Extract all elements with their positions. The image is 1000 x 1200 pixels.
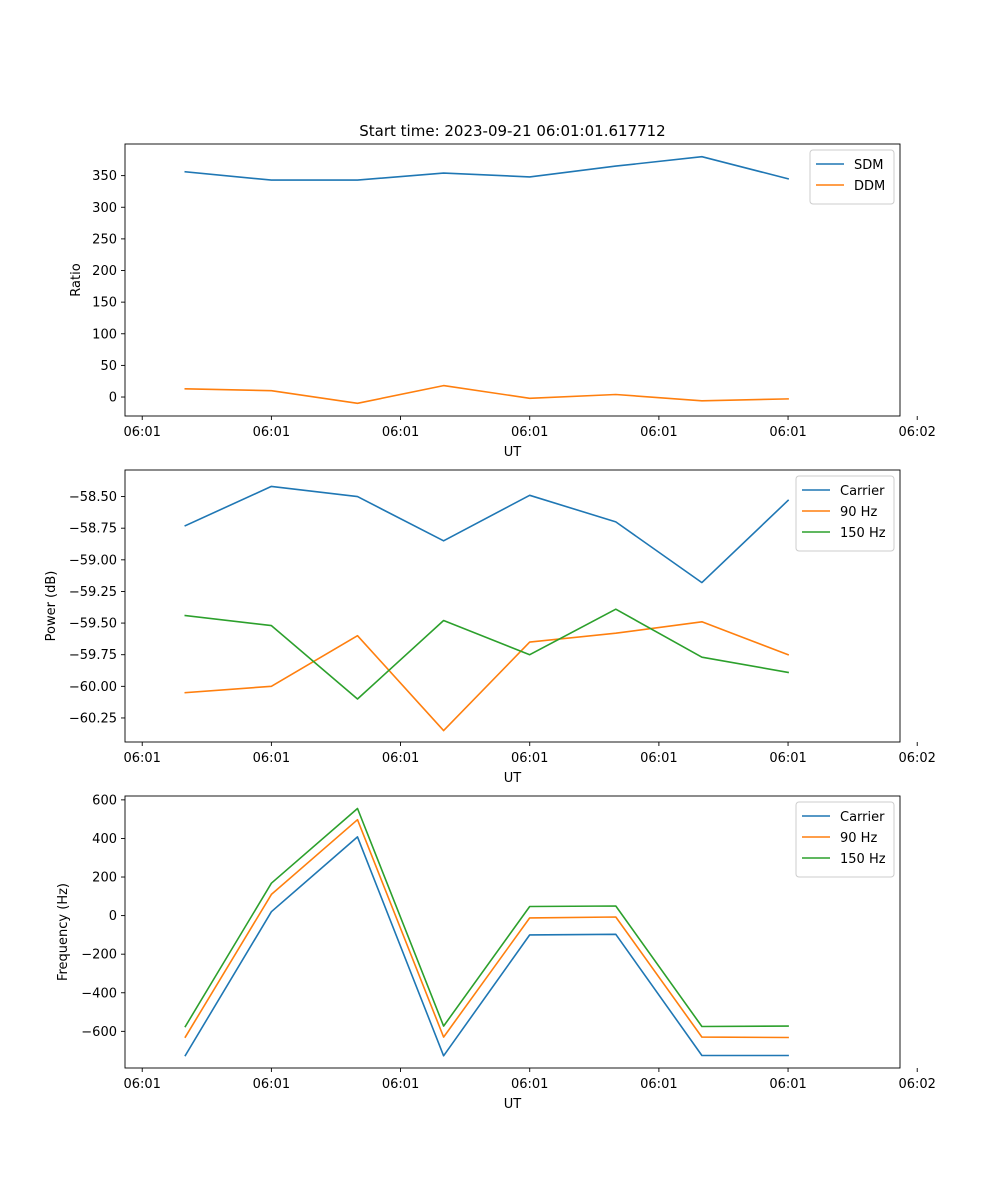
x-tick-label: 06:01 [123,751,160,766]
y-axis-label: Ratio [69,263,84,296]
x-axis-label: UT [504,445,522,460]
x-tick-label: 06:02 [898,751,935,766]
axes-frame [124,795,901,1069]
x-tick-label: 06:01 [511,1077,548,1092]
series-line-carrier [184,485,790,584]
chart-title: Start time: 2023-09-21 06:01:01.617712 [359,122,665,140]
series-line-150-hz [184,608,790,700]
series-line-ddm [184,384,789,405]
x-tick-label: 06:02 [898,425,935,440]
x-tick-label: 06:01 [511,751,548,766]
y-tick-label: −200 [81,948,117,963]
x-tick-label: 06:01 [382,1077,419,1092]
x-tick-label: 06:01 [253,425,290,440]
y-tick-label: −59.00 [69,553,117,568]
y-tick-label: −58.75 [69,522,117,537]
legend-label: DDM [854,179,885,194]
subplot-2: 06:01 06:01 06:01 06:01 06:01 06:01 06:02 −58.5… [44,469,936,786]
y-tick-label: 400 [92,832,117,847]
y-tick-label: −600 [81,1025,117,1040]
y-tick-label: 0 [109,909,117,924]
x-tick-label: 06:01 [382,425,419,440]
series-line-carrier [184,836,789,1057]
x-tick-label: 06:01 [123,425,160,440]
legend-label: 90 Hz [840,505,877,520]
y-tick-label: 600 [92,793,117,808]
legend-label: 150 Hz [840,852,886,867]
y-tick-label: −58.50 [69,490,117,505]
y-tick-label: 300 [92,201,117,216]
series-line-90-hz [184,620,790,732]
y-tick-label: −60.00 [69,680,117,695]
series-line-sdm [184,155,790,181]
x-tick-label: 06:01 [769,425,806,440]
x-tick-label: 06:01 [382,751,419,766]
axes-frame [124,143,901,417]
series-line-150-hz [184,807,789,1028]
x-tick-label: 06:02 [898,1077,935,1092]
y-tick-label: −59.25 [69,585,117,600]
axes-frame [124,469,901,743]
legend: SDM DDM [809,149,895,205]
y-tick-label: 350 [92,169,117,184]
y-tick-label: 200 [92,264,117,279]
x-tick-label: 06:01 [640,425,677,440]
x-tick-label: 06:01 [123,1077,160,1092]
y-axis-label: Frequency (Hz) [56,883,71,981]
legend: Carrier 90 Hz 150 Hz [795,801,895,878]
x-tick-label: 06:01 [769,1077,806,1092]
subplot-1: Start time: 2023-09-21 06:01:01.617712 06… [69,122,936,460]
x-tick-label: 06:01 [253,1077,290,1092]
y-tick-label: 0 [109,391,117,406]
y-tick-label: 50 [100,359,117,374]
series-line-90-hz [184,818,789,1039]
y-tick-label: 100 [92,327,117,342]
x-tick-label: 06:01 [640,751,677,766]
legend-label: Carrier [840,484,885,499]
legend-label: Carrier [840,810,885,825]
x-tick-label: 06:01 [511,425,548,440]
legend-label: SDM [854,158,883,173]
x-tick-label: 06:01 [640,1077,677,1092]
x-axis-label: UT [504,771,522,786]
x-tick-label: 06:01 [769,751,806,766]
x-axis-label: UT [504,1097,522,1112]
legend-label: 150 Hz [840,526,886,541]
y-tick-label: −59.75 [69,648,117,663]
x-tick-label: 06:01 [253,751,290,766]
legend: Carrier 90 Hz 150 Hz [795,475,895,552]
y-tick-label: −59.50 [69,617,117,632]
y-tick-label: 200 [92,871,117,886]
y-tick-label: 250 [92,232,117,247]
y-tick-label: −60.25 [69,711,117,726]
subplot-3: 06:01 06:01 06:01 06:01 06:01 06:01 06:02 600 40… [56,793,936,1112]
y-tick-label: −400 [81,986,117,1001]
y-tick-label: 150 [92,296,117,311]
y-axis-label: Power (dB) [44,571,59,642]
legend-label: 90 Hz [840,831,877,846]
